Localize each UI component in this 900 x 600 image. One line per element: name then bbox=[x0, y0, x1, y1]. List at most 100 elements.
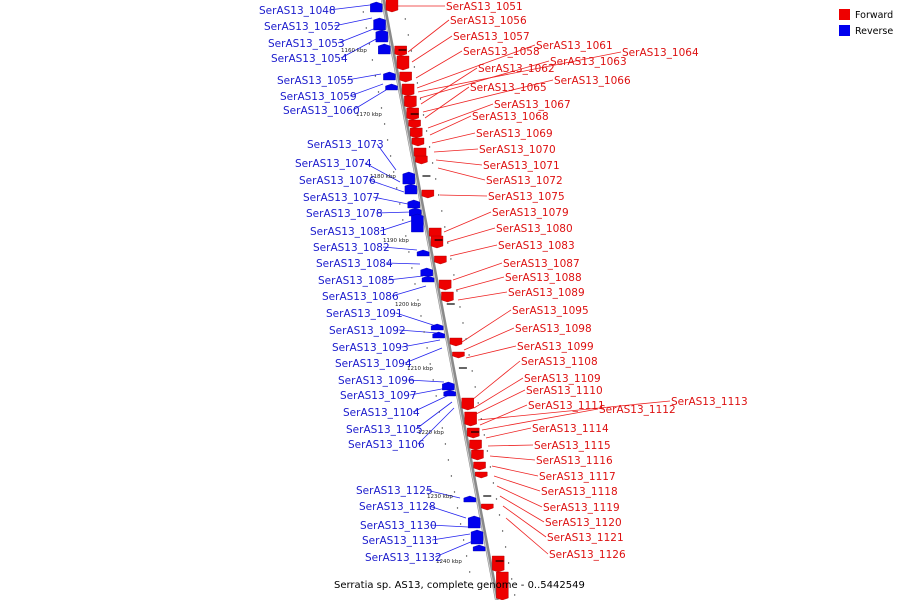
forward-leader-line bbox=[427, 103, 494, 129]
reverse-gene-label[interactable]: SerAS13_1092 bbox=[329, 325, 406, 337]
reverse-gene-label[interactable]: SerAS13_1081 bbox=[310, 226, 387, 238]
track-dot bbox=[405, 235, 407, 237]
forward-gene-label[interactable]: SerAS13_1070 bbox=[479, 144, 556, 156]
forward-gene-label[interactable]: SerAS13_1061 bbox=[536, 40, 613, 52]
reverse-gene-label[interactable]: SerAS13_1131 bbox=[362, 535, 439, 547]
forward-gene-label[interactable]: SerAS13_1114 bbox=[532, 423, 609, 435]
reverse-gene-label[interactable]: SerAS13_1078 bbox=[306, 208, 383, 220]
forward-gene-label[interactable]: SerAS13_1056 bbox=[450, 15, 527, 27]
forward-gene-label[interactable]: SerAS13_1067 bbox=[494, 99, 571, 111]
reverse-gene-label[interactable]: SerAS13_1097 bbox=[340, 390, 417, 402]
forward-gene-label[interactable]: SerAS13_1110 bbox=[526, 385, 603, 397]
legend-forward-label: Forward bbox=[855, 10, 893, 21]
track-dot bbox=[432, 379, 434, 381]
forward-gene-label[interactable]: SerAS13_1116 bbox=[536, 455, 613, 467]
reverse-gene-label[interactable]: SerAS13_1060 bbox=[283, 105, 360, 117]
forward-gene-label[interactable]: SerAS13_1062 bbox=[478, 63, 555, 75]
reverse-gene-label[interactable]: SerAS13_1059 bbox=[280, 91, 357, 103]
reverse-gene-block bbox=[442, 381, 455, 391]
reverse-leader-line bbox=[376, 143, 397, 171]
forward-gene-label[interactable]: SerAS13_1080 bbox=[496, 223, 573, 235]
track-dot bbox=[420, 315, 422, 317]
reverse-gene-label[interactable]: SerAS13_1105 bbox=[346, 424, 423, 436]
forward-gene-label[interactable]: SerAS13_1069 bbox=[476, 128, 553, 140]
forward-gene-label[interactable]: SerAS13_1072 bbox=[486, 175, 563, 187]
reverse-gene-label[interactable]: SerAS13_1053 bbox=[268, 38, 345, 50]
forward-leader-line bbox=[455, 276, 505, 291]
reverse-gene-block bbox=[411, 213, 424, 233]
forward-gene-label[interactable]: SerAS13_1119 bbox=[543, 502, 620, 514]
forward-gene-label[interactable]: SerAS13_1057 bbox=[453, 31, 530, 43]
forward-gene-label[interactable]: SerAS13_1066 bbox=[554, 75, 631, 87]
forward-gene-label[interactable]: SerAS13_1113 bbox=[671, 396, 748, 408]
track-dot bbox=[511, 578, 513, 580]
forward-gene-label[interactable]: SerAS13_1109 bbox=[524, 373, 601, 385]
reverse-gene-label[interactable]: SerAS13_1084 bbox=[316, 258, 393, 270]
forward-gene-label[interactable]: SerAS13_1063 bbox=[550, 56, 627, 68]
reverse-gene-label[interactable]: SerAS13_1085 bbox=[318, 275, 395, 287]
reverse-gene-label[interactable]: SerAS13_1104 bbox=[343, 407, 420, 419]
forward-gene-label[interactable]: SerAS13_1111 bbox=[528, 400, 605, 412]
reverse-gene-block bbox=[421, 275, 435, 283]
forward-gene-label[interactable]: SerAS13_1126 bbox=[549, 549, 626, 561]
forward-gene-label[interactable]: SerAS13_1117 bbox=[539, 471, 616, 483]
forward-gene-label[interactable]: SerAS13_1075 bbox=[488, 191, 565, 203]
forward-gene-label[interactable]: SerAS13_1095 bbox=[512, 305, 589, 317]
reverse-leader-line bbox=[431, 533, 471, 541]
reverse-gene-label[interactable]: SerAS13_1052 bbox=[264, 21, 341, 33]
reverse-gene-label[interactable]: SerAS13_1093 bbox=[332, 342, 409, 354]
reverse-gene-label[interactable]: SerAS13_1074 bbox=[295, 158, 372, 170]
reverse-gene-label[interactable]: SerAS13_1055 bbox=[277, 75, 354, 87]
forward-gene-label[interactable]: SerAS13_1058 bbox=[463, 46, 540, 58]
forward-gene-label[interactable]: SerAS13_1079 bbox=[492, 207, 569, 219]
reverse-gene-label[interactable]: SerAS13_1106 bbox=[348, 439, 425, 451]
forward-leader-line bbox=[493, 475, 541, 492]
forward-leader-line bbox=[429, 115, 472, 136]
forward-gene-label[interactable]: SerAS13_1051 bbox=[446, 1, 523, 13]
reverse-gene-label[interactable]: SerAS13_1048 bbox=[259, 5, 336, 17]
kbp-tick-label: 1160 kbp bbox=[341, 48, 367, 54]
forward-gene-label[interactable]: SerAS13_1098 bbox=[515, 323, 592, 335]
forward-gene-label[interactable]: SerAS13_1121 bbox=[547, 532, 624, 544]
forward-gene-label[interactable]: SerAS13_1120 bbox=[545, 517, 622, 529]
forward-leader-line bbox=[473, 377, 524, 409]
forward-gene-block bbox=[438, 279, 452, 291]
track-dot bbox=[431, 162, 434, 164]
forward-gene-label[interactable]: SerAS13_1068 bbox=[472, 111, 549, 123]
forward-gene-label[interactable]: SerAS13_1112 bbox=[599, 404, 676, 416]
forward-gene-label[interactable]: SerAS13_1071 bbox=[483, 160, 560, 172]
track-dot bbox=[389, 155, 392, 157]
track-dot bbox=[411, 267, 413, 269]
forward-gene-label[interactable]: SerAS13_1115 bbox=[534, 440, 611, 452]
reverse-gene-label[interactable]: SerAS13_1054 bbox=[271, 53, 348, 65]
track-dot bbox=[410, 50, 413, 52]
reverse-gene-label[interactable]: SerAS13_1082 bbox=[313, 242, 390, 254]
reverse-gene-block bbox=[370, 1, 383, 13]
track-dot bbox=[474, 386, 476, 388]
reverse-gene-label[interactable]: SerAS13_1128 bbox=[359, 501, 436, 513]
reverse-gene-label[interactable]: SerAS13_1094 bbox=[335, 358, 412, 370]
track-dot bbox=[371, 59, 374, 61]
reverse-leader-line bbox=[387, 275, 424, 281]
forward-gene-block bbox=[421, 189, 435, 199]
forward-gene-label[interactable]: SerAS13_1108 bbox=[521, 356, 598, 368]
forward-gene-label[interactable]: SerAS13_1083 bbox=[498, 240, 575, 252]
reverse-gene-label[interactable]: SerAS13_1096 bbox=[338, 375, 415, 387]
track-dot bbox=[416, 82, 419, 84]
reverse-gene-label[interactable]: SerAS13_1091 bbox=[326, 308, 403, 320]
reverse-gene-label[interactable]: SerAS13_1073 bbox=[307, 139, 384, 151]
forward-gene-label[interactable]: SerAS13_1088 bbox=[505, 272, 582, 284]
forward-gene-label[interactable]: SerAS13_1064 bbox=[622, 47, 699, 59]
forward-gene-label[interactable]: SerAS13_1099 bbox=[517, 341, 594, 353]
reverse-gene-label[interactable]: SerAS13_1076 bbox=[299, 175, 376, 187]
reverse-gene-label[interactable]: SerAS13_1125 bbox=[356, 485, 433, 497]
forward-gene-label[interactable]: SerAS13_1118 bbox=[541, 486, 618, 498]
forward-gene-label[interactable]: SerAS13_1087 bbox=[503, 258, 580, 270]
reverse-gene-label[interactable]: SerAS13_1132 bbox=[365, 552, 442, 564]
forward-gene-label[interactable]: SerAS13_1089 bbox=[508, 287, 585, 299]
reverse-gene-label[interactable]: SerAS13_1077 bbox=[303, 192, 380, 204]
reverse-gene-label[interactable]: SerAS13_1086 bbox=[322, 291, 399, 303]
reverse-gene-label[interactable]: SerAS13_1130 bbox=[360, 520, 437, 532]
forward-gene-label[interactable]: SerAS13_1065 bbox=[470, 82, 547, 94]
